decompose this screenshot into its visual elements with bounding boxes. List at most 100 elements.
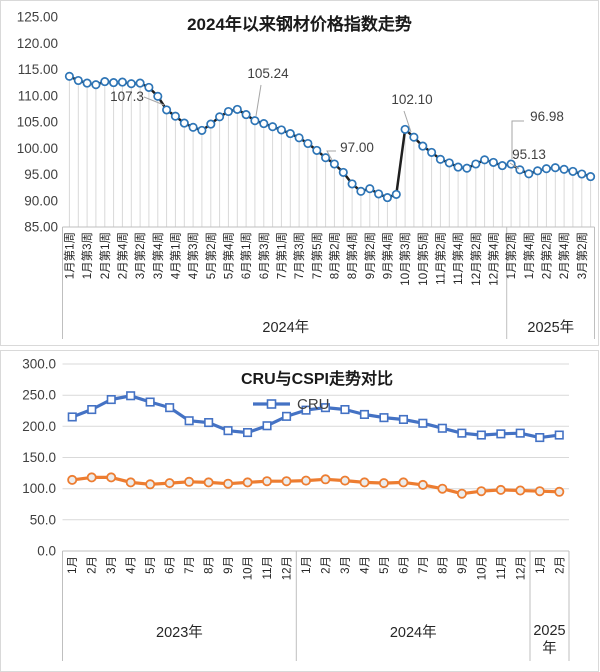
data-point-marker: [462, 163, 472, 173]
data-point-marker: [86, 472, 97, 483]
x-tick-label: 9月第2周: [363, 232, 377, 279]
x-tick-label: 1月第3周: [80, 232, 94, 279]
data-point-marker: [204, 418, 214, 428]
data-point-marker: [188, 122, 198, 132]
data-point-marker: [312, 145, 322, 155]
annotation-leader-line: [403, 110, 412, 133]
data-point-marker: [554, 486, 565, 497]
data-point-marker: [321, 153, 331, 163]
y-tick-label: 0.0: [37, 544, 56, 559]
y-tick-label: 120.00: [17, 36, 58, 51]
x-tick-label: 2月第1周: [98, 232, 112, 279]
data-point-marker: [223, 426, 233, 436]
x-tick-label: 1月第1周: [62, 232, 76, 279]
data-point-marker: [242, 477, 253, 488]
x-tick-label: 1月: [67, 556, 79, 574]
x-tick-label: 10月第5周: [416, 232, 430, 286]
annotation-leader-line: [255, 84, 262, 117]
x-tick-label: 5月第4周: [221, 232, 235, 279]
cru-cspi-compare-chart-panel: 300.0 250.0 200.0 150.0 100.0 50.0 0.0 1月 2月 3月 4月…: [0, 350, 599, 672]
data-point-marker: [165, 403, 175, 413]
x-tick-label: 11月: [496, 556, 508, 579]
data-point-marker: [515, 165, 525, 175]
x-tick-label: 2月第2周: [539, 232, 553, 279]
x-tick-label: 3月: [106, 556, 118, 574]
data-point-marker: [241, 110, 251, 120]
x-tick-label: 6月: [165, 556, 177, 574]
data-label: 107.3: [110, 89, 144, 104]
data-point-marker: [301, 405, 311, 415]
data-point-marker: [577, 169, 587, 179]
x-tick-label: 12月: [515, 556, 527, 580]
year-group-label: 2025: [533, 623, 565, 639]
y-tick-label: 95.00: [24, 167, 58, 182]
data-label: 95.13: [512, 147, 546, 162]
data-point-marker: [144, 82, 154, 92]
data-point-marker: [586, 172, 596, 182]
data-point-marker: [294, 133, 304, 143]
x-tick-label: 3月第2周: [133, 232, 147, 279]
y-tick-label: 125.00: [17, 10, 58, 25]
data-point-marker: [339, 475, 350, 486]
x-tick-label: 6月: [398, 556, 410, 574]
x-tick-label: 2月第4周: [115, 232, 129, 279]
data-point-marker: [488, 157, 498, 167]
data-point-marker: [427, 147, 437, 157]
data-point-marker: [340, 404, 350, 415]
cru-series: [67, 391, 564, 443]
data-point-marker: [476, 486, 487, 497]
data-point-marker: [444, 158, 454, 168]
x-tick-label: 8月第2周: [327, 232, 341, 279]
x-tick-label: 2月: [87, 556, 99, 574]
x-tick-label: 3月第4周: [151, 232, 165, 279]
data-point-marker: [197, 125, 207, 135]
x-tick-label: 12月第4周: [486, 232, 500, 286]
data-point-marker: [67, 474, 78, 485]
data-point-marker: [281, 411, 292, 421]
data-point-marker: [400, 124, 410, 134]
data-point-marker: [338, 167, 348, 177]
data-point-marker: [106, 472, 117, 483]
y-tick-label: 300.0: [22, 357, 56, 372]
data-point-marker: [184, 416, 194, 426]
data-point-marker: [533, 166, 543, 176]
data-point-marker: [135, 78, 145, 88]
year-group-label: 2025年: [527, 319, 574, 336]
annotation-leader-line: [326, 150, 336, 161]
x-tick-label: 4月第1周: [168, 232, 182, 279]
data-point-marker: [365, 184, 375, 194]
x-tick-label: 10月: [476, 556, 488, 580]
data-point-marker: [535, 433, 545, 443]
data-point-marker: [262, 421, 272, 431]
x-tick-label: 8月: [204, 556, 216, 574]
x-tick-label: 1月: [301, 556, 313, 574]
x-tick-label: 7月: [184, 556, 196, 574]
y-tick-label: 105.00: [17, 115, 58, 130]
data-point-marker: [164, 478, 175, 489]
x-tick-label: 12月: [282, 556, 294, 580]
y-tick-label: 110.00: [18, 88, 58, 103]
data-point-marker: [456, 488, 467, 499]
data-point-marker: [179, 118, 189, 128]
data-point-marker: [170, 111, 180, 121]
data-label: 96.98: [530, 109, 564, 124]
data-point-marker: [568, 166, 578, 176]
cru-cspi-compare-chart-canvas: 300.0 250.0 200.0 150.0 100.0 50.0 0.0 1月 2月 3月 4月…: [22, 357, 570, 661]
x-tick-label: 4月第3周: [186, 232, 200, 279]
x-tick-label: 7月第3周: [292, 232, 306, 279]
data-point-marker: [329, 159, 339, 169]
data-point-marker: [223, 478, 234, 489]
x-tick-label: 9月: [223, 556, 235, 574]
data-point-marker: [437, 483, 448, 494]
data-point-marker: [382, 193, 392, 203]
data-point-marker: [524, 169, 534, 179]
data-point-marker: [261, 476, 272, 487]
x-tick-label: 11月第2周: [433, 232, 447, 285]
data-point-marker: [356, 186, 366, 196]
data-point-marker: [554, 430, 564, 440]
y-tick-label: 200.0: [22, 419, 56, 434]
data-point-marker: [203, 477, 214, 488]
data-point-marker: [206, 119, 216, 129]
y-tick-label: 250.0: [22, 388, 56, 403]
